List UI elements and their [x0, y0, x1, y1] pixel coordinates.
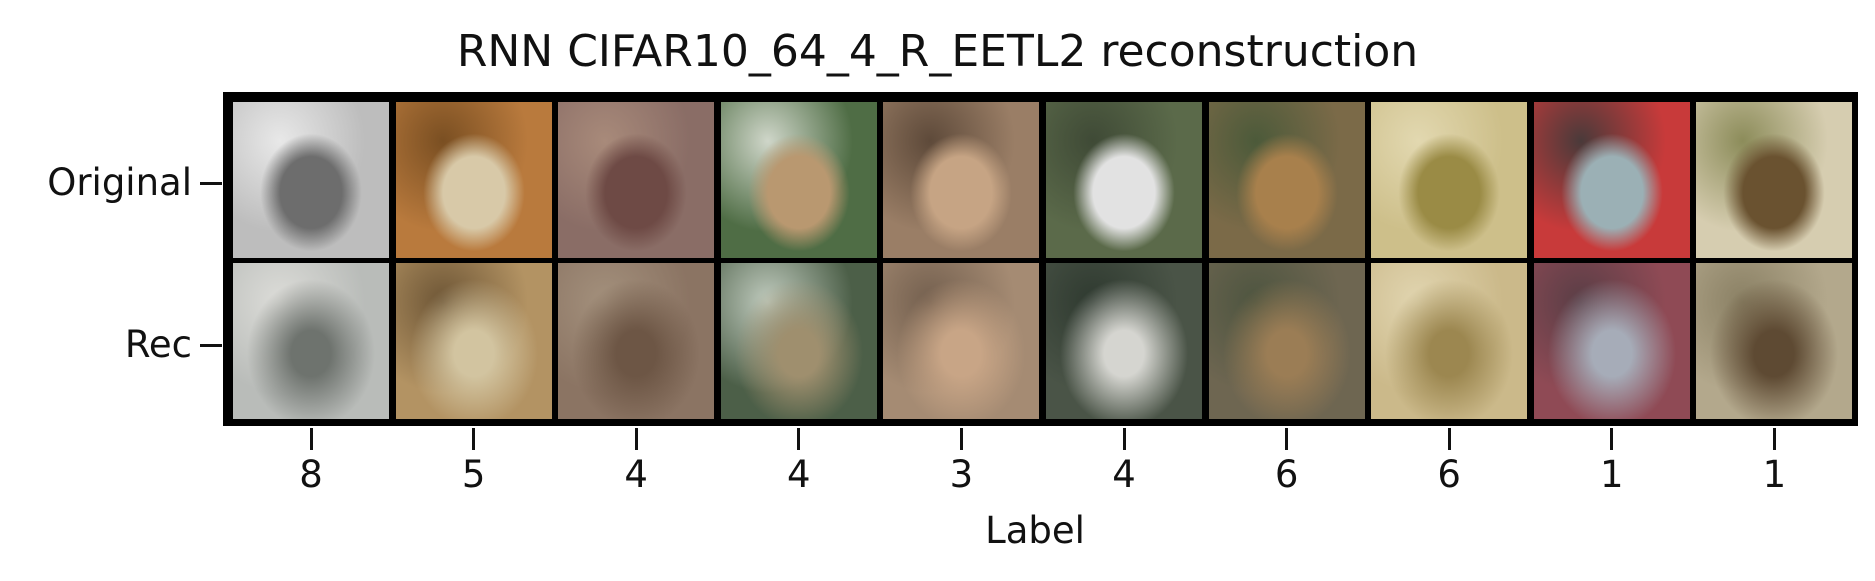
reconstructed-image-4 — [720, 263, 877, 419]
reconstructed-image-1 — [233, 263, 389, 419]
reconstructed-image-2 — [395, 263, 552, 419]
original-image-5 — [883, 102, 1040, 258]
xtick-label-2: 5 — [461, 453, 486, 496]
xtick-label-9: 1 — [1600, 453, 1624, 496]
reconstructed-image-7 — [1208, 263, 1365, 419]
row-label-rec: Rec — [124, 323, 192, 366]
xtick-8 — [1447, 428, 1451, 450]
reconstructed-image-6 — [1046, 263, 1202, 419]
xtick-5 — [959, 428, 963, 450]
xtick-label-6: 4 — [1112, 453, 1136, 496]
original-image-9 — [1533, 102, 1690, 258]
xtick-label-3: 4 — [624, 453, 648, 496]
original-image-6 — [1046, 102, 1202, 258]
figure-title: RNN CIFAR10_64_4_R_EETL2 reconstruction — [456, 26, 1419, 77]
original-image-3 — [558, 102, 715, 258]
xtick-3 — [634, 428, 638, 450]
xtick-9 — [1610, 428, 1614, 450]
original-image-1 — [233, 102, 389, 258]
xtick-label-5: 3 — [949, 453, 974, 496]
original-image-8 — [1371, 102, 1528, 258]
original-image-4 — [720, 102, 877, 258]
xtick-label-7: 6 — [1274, 453, 1299, 496]
row-label-original: Original — [47, 161, 192, 204]
ytick-original — [200, 182, 222, 185]
xtick-label-10: 1 — [1762, 453, 1787, 496]
xtick-label-8: 6 — [1437, 453, 1461, 496]
reconstructed-image-3 — [558, 263, 715, 419]
reconstructed-image-8 — [1371, 263, 1528, 419]
original-image-10 — [1696, 102, 1853, 258]
xtick-label-1: 8 — [299, 453, 323, 496]
reconstructed-image-5 — [883, 263, 1040, 419]
xtick-6 — [1122, 428, 1126, 450]
x-axis-label: Label — [985, 509, 1085, 552]
reconstructed-image-10 — [1696, 263, 1853, 419]
xtick-label-4: 4 — [787, 453, 811, 496]
xtick-1 — [309, 428, 313, 450]
xtick-7 — [1285, 428, 1289, 450]
xtick-2 — [472, 428, 476, 450]
ytick-rec — [200, 344, 222, 347]
original-image-2 — [395, 102, 552, 258]
reconstructed-image-9 — [1533, 263, 1690, 419]
xtick-10 — [1772, 428, 1776, 450]
image-grid — [223, 92, 1858, 426]
original-image-7 — [1208, 102, 1365, 258]
xtick-4 — [797, 428, 801, 450]
